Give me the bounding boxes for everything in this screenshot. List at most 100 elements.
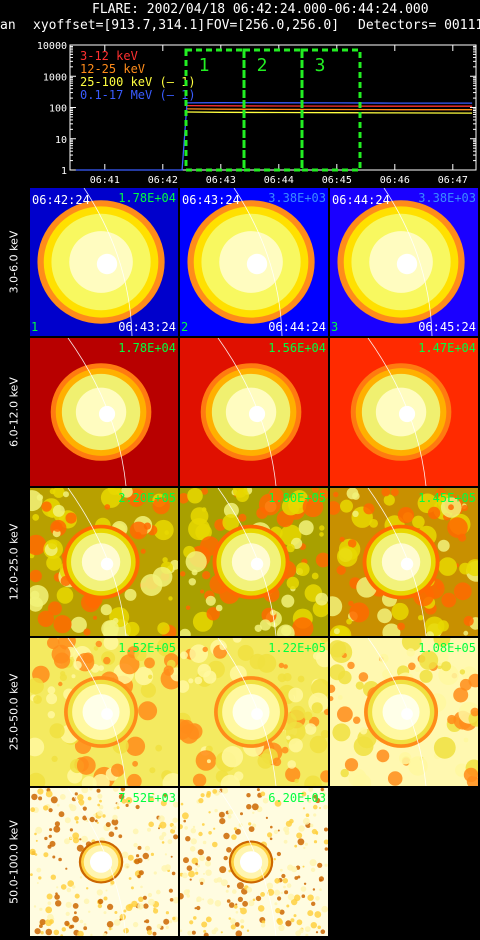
- emission-speckle: [120, 788, 126, 792]
- fov-label: FOV=[256.0,256.0]: [206, 18, 340, 33]
- emission-speckle: [324, 827, 328, 832]
- emission-speckle: [31, 793, 38, 801]
- emission-speckle: [219, 866, 227, 874]
- emission-speckle: [183, 819, 186, 823]
- emission-speckle: [33, 905, 37, 908]
- emission-speckle: [180, 893, 184, 900]
- emission-speckle: [296, 919, 303, 926]
- emission-speckle: [219, 818, 226, 825]
- emission-speckle: [221, 746, 244, 768]
- emission-speckle: [292, 617, 314, 636]
- emission-speckle: [75, 820, 79, 824]
- peak-count-label: 1.52E+05: [118, 641, 176, 655]
- emission-speckle: [332, 723, 351, 742]
- emission-speckle: [37, 788, 44, 795]
- emission-speckle: [65, 911, 70, 916]
- emission-core: [248, 405, 266, 423]
- emission-speckle: [86, 887, 89, 890]
- emission-speckle: [180, 719, 194, 734]
- x-tick-label: 06:47: [438, 175, 468, 186]
- emission-speckle: [159, 821, 167, 829]
- emission-speckle: [242, 900, 248, 907]
- emission-speckle: [311, 901, 316, 906]
- emission-speckle: [352, 773, 372, 786]
- emission-speckle: [235, 911, 239, 914]
- y-tick-label: 100: [49, 104, 67, 115]
- energy-band-label: 50.0-100.0 keV: [0, 788, 28, 936]
- interval-box: [184, 48, 246, 172]
- emission-speckle: [155, 744, 163, 752]
- emission-speckle: [114, 911, 118, 914]
- emission-speckle: [48, 540, 58, 550]
- emission-speckle: [191, 930, 196, 935]
- emission-speckle: [158, 815, 165, 822]
- emission-speckle: [270, 609, 277, 616]
- emission-speckle: [81, 788, 89, 794]
- emission-speckle: [285, 766, 301, 782]
- emission-speckle: [116, 802, 120, 806]
- emission-speckle: [226, 899, 231, 903]
- solar-limb-line: [67, 488, 127, 636]
- emission-speckle: [132, 921, 139, 928]
- emission-speckle: [355, 681, 364, 690]
- emission-speckle: [207, 898, 214, 905]
- emission-speckle: [110, 880, 115, 885]
- emission-speckle: [105, 889, 108, 892]
- emission-speckle: [49, 828, 53, 832]
- emission-speckle: [218, 811, 225, 818]
- emission-speckle: [140, 682, 156, 698]
- emission-speckle: [286, 883, 292, 888]
- emission-speckle: [201, 507, 207, 512]
- emission-speckle: [274, 902, 278, 906]
- interval-end-time: 06:44:24: [268, 320, 326, 334]
- energy-band-label: 6.0-12.0 keV: [0, 338, 28, 486]
- legend-entry: 3-12 keV: [80, 49, 138, 63]
- emission-speckle: [104, 504, 111, 510]
- emission-speckle: [169, 898, 174, 902]
- emission-speckle: [87, 796, 92, 801]
- emission-speckle: [143, 903, 149, 909]
- emission-speckle: [30, 569, 42, 583]
- emission-speckle: [112, 788, 119, 792]
- emission-speckle: [208, 831, 212, 835]
- emission-speckle: [103, 656, 111, 665]
- emission-speckle: [200, 589, 205, 594]
- emission-speckle: [309, 859, 317, 867]
- emission-speckle: [231, 834, 237, 840]
- emission-speckle: [277, 896, 282, 901]
- emission-speckle: [248, 900, 255, 907]
- emission-speckle: [387, 771, 403, 786]
- emission-speckle: [287, 760, 296, 769]
- emission-speckle: [163, 665, 174, 676]
- emission-speckle: [275, 907, 281, 914]
- emission-speckle: [121, 851, 129, 859]
- emission-speckle: [195, 871, 199, 875]
- emission-speckle: [74, 893, 80, 899]
- emission-speckle: [286, 904, 290, 908]
- emission-speckle: [30, 534, 47, 556]
- emission-speckle: [60, 934, 64, 936]
- emission-speckle: [30, 590, 40, 600]
- emission-speckle: [363, 503, 375, 515]
- y-tick-label: 1000: [43, 72, 67, 83]
- emission-speckle: [46, 893, 53, 900]
- energy-band-text: 25.0-50.0 keV: [7, 673, 21, 751]
- emission-speckle: [220, 879, 228, 887]
- emission-speckle: [49, 488, 56, 495]
- emission-speckle: [51, 755, 58, 762]
- emission-speckle: [195, 750, 217, 771]
- emission-speckle: [234, 922, 240, 927]
- emission-speckle: [311, 828, 318, 835]
- emission-speckle: [278, 924, 285, 932]
- emission-speckle: [163, 918, 170, 925]
- emission-speckle: [320, 788, 324, 792]
- emission-speckle: [36, 867, 42, 873]
- emission-speckle: [137, 874, 141, 879]
- emission-speckle: [71, 674, 76, 679]
- emission-speckle: [50, 874, 56, 880]
- emission-speckle: [304, 842, 308, 846]
- emission-speckle: [186, 865, 193, 871]
- emission-speckle: [279, 909, 285, 915]
- emission-speckle: [96, 821, 99, 824]
- emission-speckle: [359, 727, 368, 735]
